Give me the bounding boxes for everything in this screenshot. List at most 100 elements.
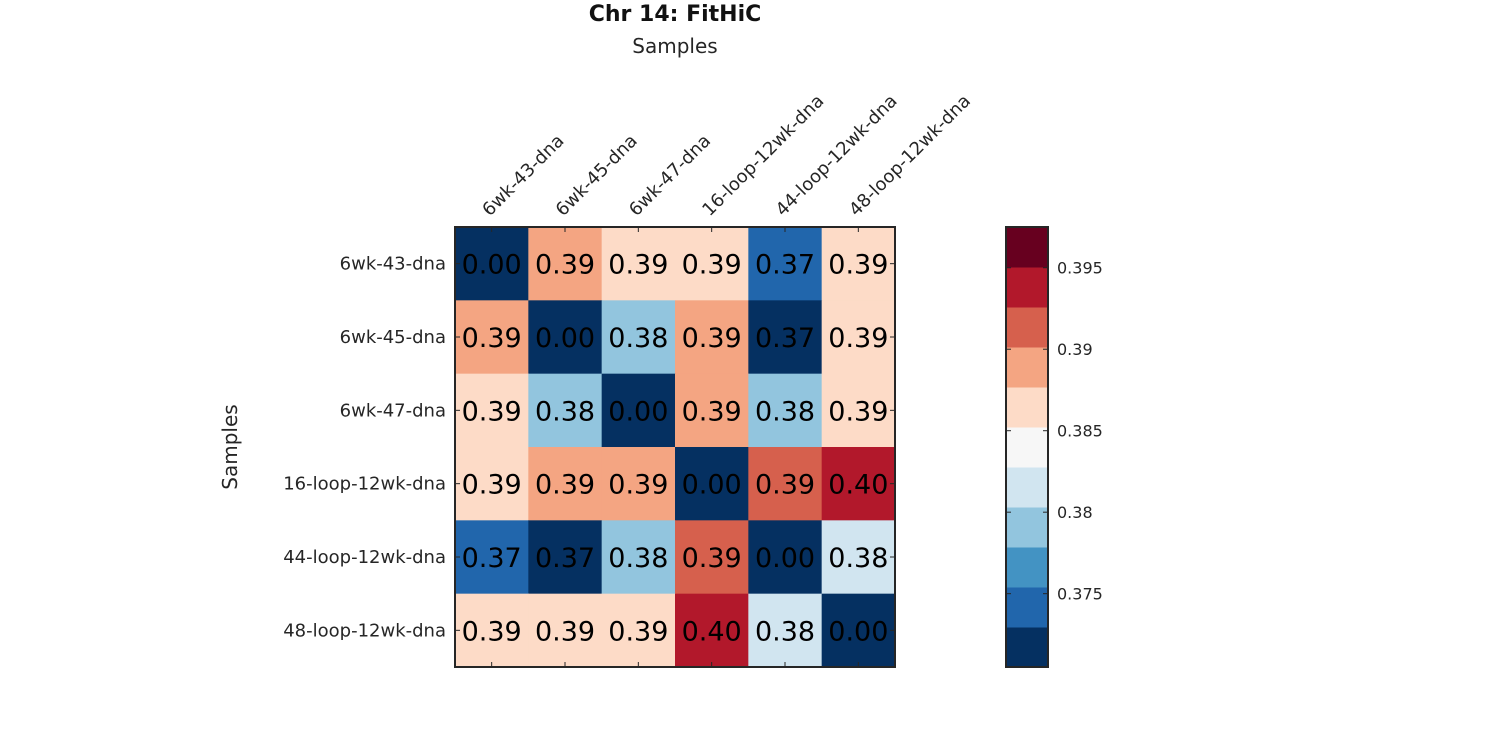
- cell-value-label: 0.00: [682, 470, 742, 501]
- cell-value-label: 0.37: [755, 250, 815, 281]
- cell-value-label: 0.37: [755, 323, 815, 354]
- colorbar-segment: [1006, 427, 1048, 468]
- colorbar-segment: [1006, 547, 1048, 588]
- heatmap-cell: [821, 227, 896, 301]
- y-tick-label: 48-loop-12wk-dna: [283, 620, 446, 641]
- cell-value-label: 0.39: [682, 250, 742, 281]
- heatmap-cell: [748, 593, 823, 668]
- cell-value-label: 0.39: [608, 250, 668, 281]
- heatmap-cell: [675, 447, 749, 521]
- colorbar-segment: [1006, 507, 1048, 548]
- heatmap-cell: [455, 447, 529, 521]
- cell-value-label: 0.39: [682, 396, 742, 427]
- heatmap-cell: [601, 593, 676, 668]
- cell-value-label: 0.39: [828, 323, 888, 354]
- cell-value-label: 0.39: [535, 470, 595, 501]
- plot-frame: [454, 226, 896, 668]
- cell-value-label: 0.00: [608, 396, 668, 427]
- cell-value-label: 0.38: [608, 543, 668, 574]
- colorbar-segment: [1006, 307, 1048, 348]
- heatmap-cell: [601, 227, 676, 301]
- cell-value-label: 0.39: [535, 616, 595, 647]
- colorbar-tick-label: 0.375: [1057, 585, 1103, 604]
- colorbar-frame: [1005, 226, 1049, 668]
- heatmap-cell: [528, 227, 603, 301]
- heatmap-cell: [821, 593, 896, 668]
- cell-value-label: 0.37: [535, 543, 595, 574]
- heatmap-cell: [821, 520, 896, 595]
- heatmap-cell: [748, 520, 823, 595]
- x-tick-label: 48-loop-12wk-dna: [845, 91, 975, 221]
- cell-value-label: 0.39: [608, 470, 668, 501]
- heatmap-cell: [748, 227, 823, 301]
- heatmap-cell: [675, 520, 749, 595]
- y-tick-label: 16-loop-12wk-dna: [283, 474, 446, 495]
- colorbar-segment: [1006, 627, 1048, 668]
- colorbar-tick-label: 0.385: [1057, 422, 1103, 441]
- heatmap-cell: [455, 300, 529, 375]
- cell-value-label: 0.39: [462, 323, 522, 354]
- heatmap-cell: [455, 593, 529, 668]
- colorbar-segment: [1006, 387, 1048, 428]
- heatmap-cell: [601, 447, 676, 521]
- cell-value-label: 0.00: [755, 543, 815, 574]
- heatmap-cell: [821, 300, 896, 375]
- heatmap-cell: [748, 373, 823, 448]
- x-tick-label: 44-loop-12wk-dna: [772, 91, 902, 221]
- cell-value-label: 0.39: [828, 250, 888, 281]
- cell-value-label: 0.38: [535, 396, 595, 427]
- heatmap-cell: [455, 520, 529, 595]
- cell-value-label: 0.39: [682, 323, 742, 354]
- cell-value-label: 0.39: [608, 616, 668, 647]
- colorbar-tick-label: 0.38: [1057, 503, 1093, 522]
- cell-value-label: 0.00: [462, 250, 522, 281]
- cell-value-label: 0.39: [755, 470, 815, 501]
- heatmap-cell: [528, 520, 603, 595]
- cell-value-label: 0.39: [828, 396, 888, 427]
- colorbar-segment: [1006, 467, 1048, 508]
- chart-title: Chr 14: FitHiC: [589, 2, 762, 27]
- cell-value-label: 0.39: [462, 470, 522, 501]
- cell-value-label: 0.38: [755, 396, 815, 427]
- heatmap-cell: [675, 593, 749, 668]
- cell-value-label: 0.00: [828, 616, 888, 647]
- x-tick-labels: 6wk-43-dna6wk-45-dna6wk-47-dna16-loop-12…: [478, 91, 975, 221]
- colorbar-segment: [1006, 587, 1048, 628]
- cell-value-label: 0.39: [462, 616, 522, 647]
- colorbar-tick-label: 0.39: [1057, 340, 1093, 359]
- cell-value-label: 0.38: [755, 616, 815, 647]
- x-tick-label: 16-loop-12wk-dna: [698, 91, 828, 221]
- x-axis-label: Samples: [632, 34, 717, 58]
- heatmap-cell: [455, 227, 529, 301]
- cell-value-label: 0.38: [828, 543, 888, 574]
- cell-value-label: 0.37: [462, 543, 522, 574]
- heatmap-cell: [601, 300, 676, 375]
- heatmap-cells: 0.00 0.39 0.39 0.39 0.37 0.39 0.39 0.00 0.38 0.39…: [455, 227, 896, 668]
- heatmap-cell: [601, 373, 676, 448]
- heatmap-cell: [528, 373, 603, 448]
- cell-value-label: 0.39: [682, 543, 742, 574]
- heatmap-cell: [528, 447, 603, 521]
- y-tick-label: 6wk-45-dna: [340, 327, 446, 348]
- y-axis-label: Samples: [218, 404, 242, 489]
- heatmap-cell: [601, 520, 676, 595]
- heatmap-cell: [821, 373, 896, 448]
- y-tick-label: 44-loop-12wk-dna: [283, 547, 446, 568]
- y-tick-label: 6wk-43-dna: [340, 254, 446, 275]
- heatmap-cell: [528, 300, 603, 375]
- cell-value-label: 0.38: [608, 323, 668, 354]
- heatmap-cell: [675, 300, 749, 375]
- cell-value-label: 0.00: [535, 323, 595, 354]
- colorbar-segment: [1006, 227, 1048, 268]
- heatmap-cell: [748, 447, 823, 521]
- cell-value-label: 0.40: [682, 616, 742, 647]
- heatmap-cell: [748, 300, 823, 375]
- cell-value-label: 0.40: [828, 470, 888, 501]
- heatmap-cell: [528, 593, 603, 668]
- y-tick-label: 6wk-47-dna: [340, 400, 446, 421]
- heatmap-cell: [455, 373, 529, 448]
- heatmap-cell: [821, 447, 896, 521]
- heatmap-cell: [675, 227, 749, 301]
